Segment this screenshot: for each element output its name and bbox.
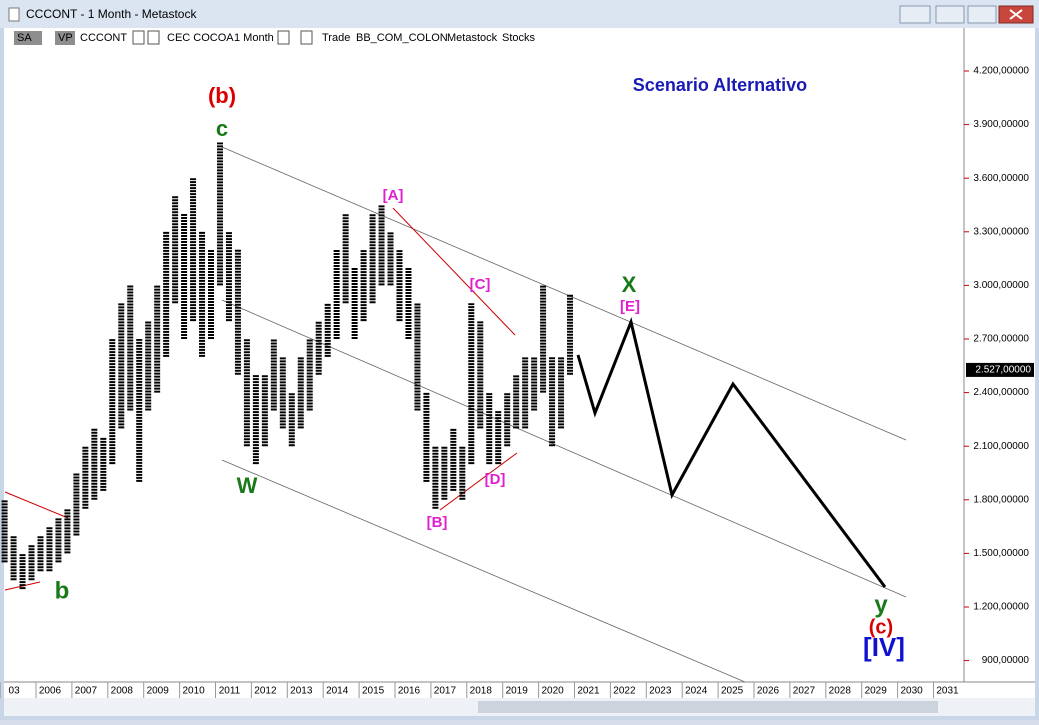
toolbar-button[interactable] bbox=[55, 31, 75, 45]
y-tick-label: 2.700,00000 bbox=[973, 334, 1029, 345]
x-tick-label: 2024 bbox=[685, 686, 708, 697]
x-tick-label: 2023 bbox=[649, 686, 672, 697]
wave-label: (c) bbox=[869, 616, 893, 638]
scroll-thumb[interactable] bbox=[478, 701, 938, 713]
title-bar bbox=[0, 0, 1039, 28]
x-tick-label: 2008 bbox=[111, 686, 134, 697]
last-price-label: 2.527,00000 bbox=[975, 365, 1031, 376]
toolbar-label: CEC COCOA bbox=[167, 32, 234, 44]
wave-label: [C] bbox=[470, 276, 491, 293]
wave-label: c bbox=[216, 116, 228, 141]
maximize-button[interactable] bbox=[967, 5, 997, 24]
wave-label: y bbox=[874, 591, 888, 618]
projection-path bbox=[576, 317, 887, 588]
x-tick-label: 2006 bbox=[39, 686, 62, 697]
toolbar-button[interactable] bbox=[14, 31, 42, 45]
toolbar-label: Trade bbox=[322, 32, 350, 44]
last-price-box bbox=[966, 362, 1034, 377]
x-tick-label: 2018 bbox=[470, 686, 493, 697]
y-tick-label: 2.100,00000 bbox=[973, 441, 1029, 452]
wave-label: b bbox=[55, 577, 70, 604]
toolbar-label: Stocks bbox=[502, 32, 536, 44]
y-tick-label: 2.400,00000 bbox=[973, 387, 1029, 398]
x-tick-label: 2012 bbox=[254, 686, 277, 697]
dropdown[interactable] bbox=[147, 30, 160, 45]
dropdown[interactable] bbox=[277, 30, 290, 45]
toolbar-label: SA bbox=[17, 32, 32, 44]
x-tick-label: 2019 bbox=[506, 686, 529, 697]
x-tick-label: 2028 bbox=[829, 686, 852, 697]
x-tick-label: 2014 bbox=[326, 686, 349, 697]
y-tick-label: 900,00000 bbox=[982, 655, 1030, 666]
trend-line bbox=[439, 452, 518, 511]
x-tick-label: 2015 bbox=[362, 686, 385, 697]
minimize-button[interactable] bbox=[935, 5, 965, 24]
close-icon bbox=[1009, 9, 1023, 20]
wave-label: (b) bbox=[208, 83, 236, 108]
y-tick-label: 3.900,00000 bbox=[973, 119, 1029, 130]
wave-label: W bbox=[237, 473, 258, 498]
toolbar: SA VP CCCONT CEC COCOA 1 Month Trade BB_COM_CO… bbox=[14, 30, 536, 45]
toolbar-label: VP bbox=[58, 32, 73, 44]
y-tick-label: 3.300,00000 bbox=[973, 226, 1029, 237]
x-tick-label: 2010 bbox=[182, 686, 205, 697]
wave-label: [A] bbox=[383, 187, 404, 204]
wave-label: [IV] bbox=[863, 632, 905, 662]
x-tick-label: 2031 bbox=[936, 686, 959, 697]
scenario-heading: Scenario Alternativo bbox=[633, 75, 807, 95]
y-tick-label: 1.800,00000 bbox=[973, 494, 1029, 505]
x-tick-label: 2025 bbox=[721, 686, 744, 697]
toolbar-label: 1 Month bbox=[234, 32, 274, 44]
wave-label: [E] bbox=[620, 298, 640, 315]
toolbar-label: BB_COM_COLON bbox=[356, 32, 448, 44]
dropdown[interactable] bbox=[132, 30, 145, 45]
trend-line bbox=[4, 491, 69, 519]
dropdown[interactable] bbox=[300, 30, 313, 45]
y-tick-label: 1.500,00000 bbox=[973, 548, 1029, 559]
x-tick-label: 2013 bbox=[290, 686, 313, 697]
wave-label: [D] bbox=[485, 471, 506, 488]
x-tick-label: 2020 bbox=[541, 686, 564, 697]
channel-line bbox=[221, 299, 907, 598]
wave-label: [B] bbox=[427, 514, 448, 531]
y-tick-label: 1.200,00000 bbox=[973, 602, 1029, 613]
x-tick-label: 2016 bbox=[398, 686, 421, 697]
toolbar-label: CCCONT bbox=[80, 32, 127, 44]
trend-line bbox=[392, 207, 516, 336]
window-title: CCCONT - 1 Month - Metastock bbox=[26, 7, 197, 21]
toolbar-label: Metastock bbox=[447, 32, 498, 44]
app-icon bbox=[8, 7, 20, 22]
x-tick-label: 2011 bbox=[219, 686, 241, 697]
x-tick-label: 2017 bbox=[434, 686, 457, 697]
x-tick-label: 03 bbox=[9, 686, 21, 697]
x-tick-label: 2030 bbox=[900, 686, 923, 697]
x-tick-label: 2029 bbox=[865, 686, 888, 697]
y-tick-label: 3.000,00000 bbox=[973, 280, 1029, 291]
x-tick-label: 2009 bbox=[147, 686, 170, 697]
x-tick-label: 2022 bbox=[613, 686, 636, 697]
x-tick-label: 2021 bbox=[577, 686, 600, 697]
channel-line bbox=[221, 146, 907, 441]
plot: 4.200,00000 3.900,00000 3.600,00000 3.300,0… bbox=[0, 66, 1034, 698]
restore-button[interactable] bbox=[899, 5, 931, 24]
x-tick-label: 2027 bbox=[793, 686, 816, 697]
wave-label: X bbox=[622, 272, 637, 297]
x-tick-label: 2007 bbox=[75, 686, 98, 697]
y-tick-label: 4.200,00000 bbox=[973, 66, 1029, 77]
x-tick-label: 2026 bbox=[757, 686, 780, 697]
channel-line bbox=[221, 459, 746, 683]
y-tick-label: 3.600,00000 bbox=[973, 173, 1029, 184]
